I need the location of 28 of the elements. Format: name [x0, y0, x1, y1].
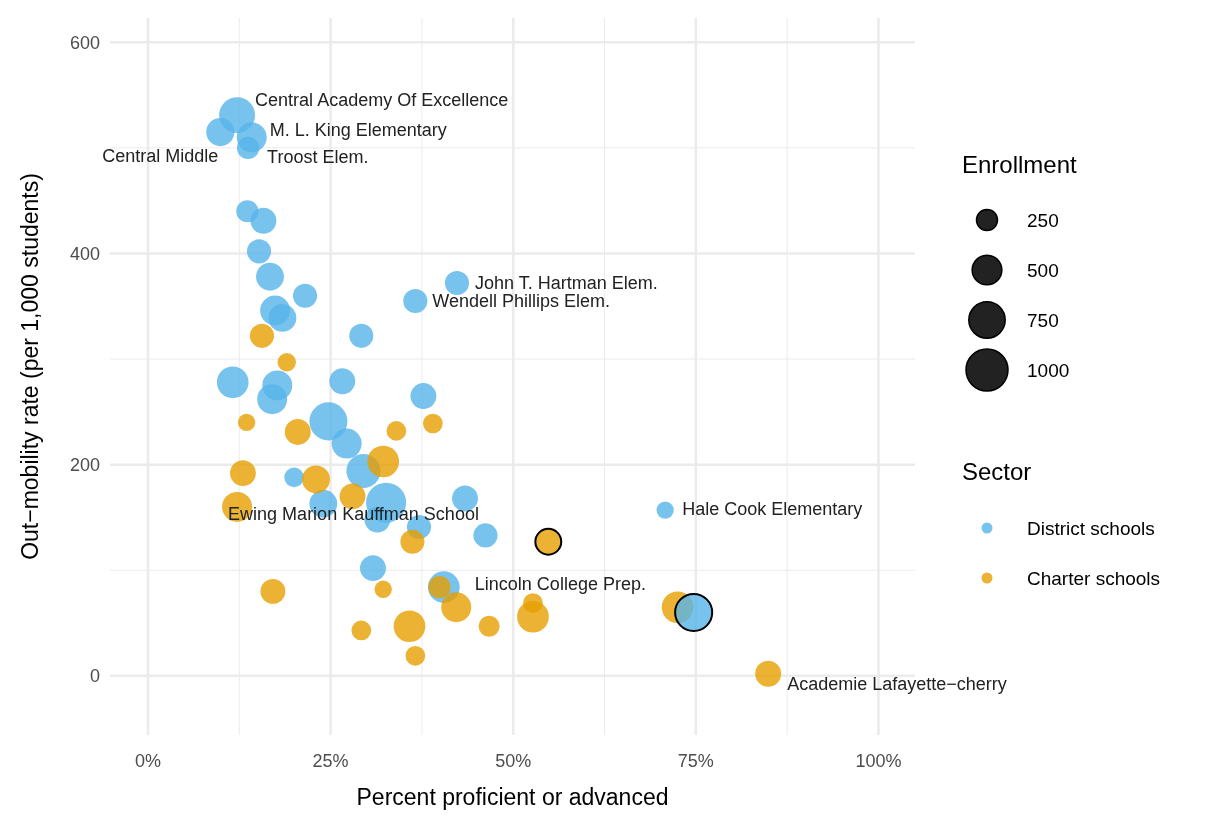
- annotation: Hale Cook Elementary: [682, 499, 863, 520]
- annotation: John T. Hartman Elem.: [474, 273, 658, 294]
- annotation: Central Middle: [102, 146, 219, 167]
- y-axis-title: Out−mobility rate (per 1,000 students): [17, 173, 43, 560]
- legend-label: 750: [1027, 309, 1059, 331]
- legend-label: Charter schools: [1027, 567, 1161, 589]
- annotation: Lincoln College Prep.: [474, 574, 646, 595]
- x-tick-label: 50%: [495, 751, 532, 771]
- y-tick-label: 200: [69, 454, 100, 475]
- x-axis-title: Percent proficient or advanced: [356, 784, 669, 810]
- x-tick-label: 75%: [677, 751, 714, 771]
- legend-label: 1000: [1027, 359, 1070, 381]
- annotation: M. L. King Elementary: [269, 119, 447, 140]
- legend-label: District schools: [1027, 517, 1155, 539]
- annotation: Wendell Phillips Elem.: [432, 291, 611, 312]
- legend-label: 500: [1027, 259, 1059, 281]
- annotation: Central Academy Of Excellence: [255, 90, 509, 111]
- x-tick-label: 25%: [312, 751, 349, 771]
- y-tick-label: 600: [69, 32, 100, 53]
- text: Enrollment: [962, 151, 1078, 178]
- y-tick-label: 0: [89, 666, 100, 687]
- legend-label: 250: [1027, 209, 1059, 231]
- x-tick-label: 100%: [855, 751, 902, 771]
- y-tick-label: 400: [69, 243, 100, 264]
- legend-title: Sector: [962, 458, 1032, 485]
- annotation: Academie Lafayette−cherry: [787, 674, 1007, 695]
- annotation: Troost Elem.: [267, 147, 369, 168]
- x-tick-label: 0%: [134, 751, 161, 771]
